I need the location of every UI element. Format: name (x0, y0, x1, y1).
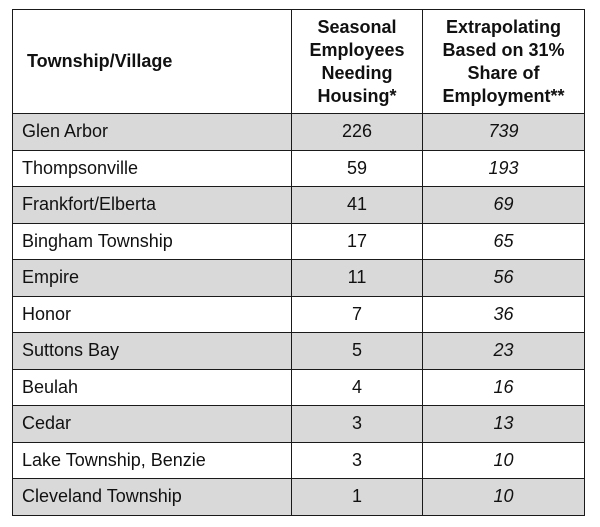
extrapolated-count: 65 (422, 222, 585, 260)
extrapolated-count: 36 (422, 295, 585, 333)
table-row: Honor 7 36 (12, 295, 585, 333)
header-seasonal-line: Needing (321, 62, 393, 83)
seasonal-count: 41 (291, 186, 423, 224)
table-row: Thompsonville 59 193 (12, 149, 585, 187)
table-row: Empire 11 56 (12, 259, 585, 297)
header-seasonal-line: Seasonal (317, 16, 397, 37)
township-name: Lake Township, Benzie (12, 441, 292, 479)
extrapolated-count: 193 (422, 149, 585, 187)
header-extrapolated-line: Employment** (442, 85, 565, 106)
seasonal-count: 4 (291, 368, 423, 406)
township-name: Beulah (12, 368, 292, 406)
table-row: Cedar 3 13 (12, 405, 585, 443)
seasonal-count: 11 (291, 259, 423, 297)
header-extrapolated: Extrapolating Based on 31% Share of Empl… (422, 9, 585, 114)
extrapolated-count: 10 (422, 441, 585, 479)
header-extrapolated-line: Based on 31% (442, 39, 565, 60)
township-name: Empire (12, 259, 292, 297)
table-row: Suttons Bay 5 23 (12, 332, 585, 370)
seasonal-count: 7 (291, 295, 423, 333)
seasonal-count: 226 (291, 113, 423, 151)
seasonal-count: 3 (291, 441, 423, 479)
township-name: Cleveland Township (12, 478, 292, 516)
township-name: Cedar (12, 405, 292, 443)
seasonal-count: 17 (291, 222, 423, 260)
township-name: Frankfort/Elberta (12, 186, 292, 224)
township-name: Suttons Bay (12, 332, 292, 370)
seasonal-count: 1 (291, 478, 423, 516)
header-extrapolated-line: Extrapolating (445, 16, 561, 37)
seasonal-count: 5 (291, 332, 423, 370)
extrapolated-count: 10 (422, 478, 585, 516)
table-row: Beulah 4 16 (12, 368, 585, 406)
township-name: Bingham Township (12, 222, 292, 260)
table-row: Lake Township, Benzie 3 10 (12, 441, 585, 479)
extrapolated-count: 56 (422, 259, 585, 297)
extrapolated-count: 13 (422, 405, 585, 443)
table-row: Glen Arbor 226 739 (12, 113, 585, 151)
housing-table: Township/Village Seasonal Employees Need… (12, 9, 585, 516)
extrapolated-count: 16 (422, 368, 585, 406)
table-row: Cleveland Township 1 10 (12, 478, 585, 516)
header-extrapolated-line: Share of (467, 62, 540, 83)
seasonal-count: 3 (291, 405, 423, 443)
extrapolated-count: 739 (422, 113, 585, 151)
table-row: Bingham Township 17 65 (12, 222, 585, 260)
township-name: Glen Arbor (12, 113, 292, 151)
extrapolated-count: 23 (422, 332, 585, 370)
header-seasonal-line: Employees (309, 39, 405, 60)
township-name: Honor (12, 295, 292, 333)
header-seasonal-line: Housing* (317, 85, 397, 106)
header-seasonal: Seasonal Employees Needing Housing* (291, 9, 423, 114)
table-row: Frankfort/Elberta 41 69 (12, 186, 585, 224)
township-name: Thompsonville (12, 149, 292, 187)
seasonal-count: 59 (291, 149, 423, 187)
header-township: Township/Village (12, 9, 292, 114)
extrapolated-count: 69 (422, 186, 585, 224)
header-row: Township/Village Seasonal Employees Need… (12, 9, 585, 114)
